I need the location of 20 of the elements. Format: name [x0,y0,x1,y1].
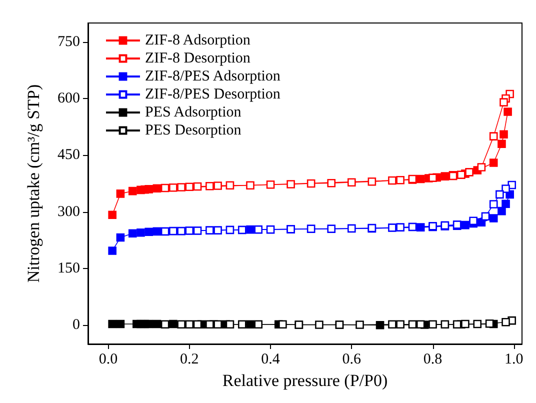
y-tick-label: 300 [58,204,80,220]
x-tick-label: 0.0 [98,352,118,368]
x-tick-label: 1.0 [504,352,524,368]
y-tick-label: 600 [58,90,80,107]
x-tick-label: 0.6 [342,352,362,368]
x-axis-title: Relative pressure (P/P0) [222,371,388,390]
legend-label: ZIF-8 Adsorption [145,32,251,48]
legend-label: ZIF-8 Desorption [145,50,251,66]
y-tick-label: 0 [72,317,80,334]
legend-label: ZIF-8/PES Desorption [145,86,281,102]
x-tick-label: 0.8 [423,352,442,368]
y-tick-label: 750 [58,34,80,50]
y-axis-title: Nitrogen uptake (cm³/g STP) [24,84,43,283]
legend-label: PES Desorption [145,122,242,138]
y-tick-label: 150 [58,260,80,276]
y-tick-label: 450 [58,147,80,164]
legend-label: ZIF-8/PES Adsorption [145,68,281,84]
x-tick-label: 0.2 [180,352,199,368]
x-tick-label: 0.4 [261,352,280,368]
legend-label: PES Adsorption [145,104,242,120]
